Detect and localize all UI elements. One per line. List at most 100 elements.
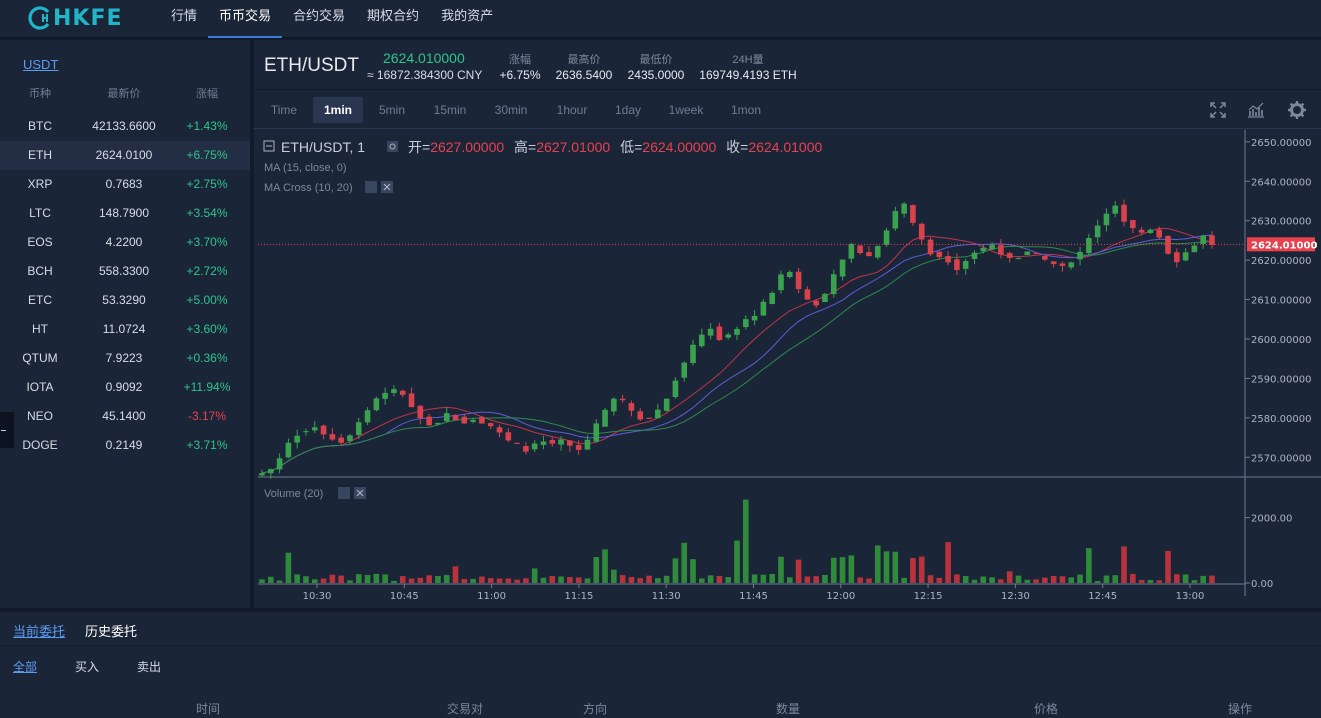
interval-toolbar: Time 1min 5min 15min 30min 1hour 1day 1w…	[254, 91, 1321, 129]
interval-15min[interactable]: 15min	[433, 103, 467, 117]
volume-bar	[443, 575, 450, 583]
interval-1mon[interactable]: 1mon	[730, 103, 762, 117]
volume-bar	[602, 549, 608, 583]
filter-sell[interactable]: 卖出	[137, 660, 162, 674]
legend-ma: MA (15, close, 0)	[264, 162, 347, 174]
volume-bar	[1147, 579, 1154, 583]
tab-current-orders[interactable]: 当前委托	[13, 624, 66, 639]
candle-body	[690, 344, 696, 364]
legend-close-label: 收=	[726, 139, 748, 155]
market-row-btc[interactable]: BTC 42133.6600 +1.43%	[0, 112, 250, 141]
filter-buy[interactable]: 买入	[75, 660, 100, 674]
interval-5min[interactable]: 5min	[378, 103, 405, 117]
interval-1hour[interactable]: 1hour	[556, 103, 588, 117]
market-row-eth[interactable]: ETH 2624.0100 +6.75%	[0, 141, 250, 170]
legend-open-label: 开=	[408, 139, 430, 155]
nav-item-futures[interactable]: 合约交易	[293, 8, 346, 23]
main-nav: 行情 币币交易 合约交易 期权合约 我的资产	[160, 0, 504, 38]
cny-price: ≈ 16872.384300 CNY	[367, 68, 483, 82]
interval-time[interactable]: Time	[270, 103, 298, 117]
volume-bar	[1024, 579, 1031, 583]
nav-item-options[interactable]: 期权合约	[367, 8, 420, 23]
volume-bar	[751, 574, 758, 583]
market-row-ltc[interactable]: LTC 148.7900 +3.54%	[0, 199, 250, 228]
hkfe-logo[interactable]: HKFE	[28, 5, 123, 31]
candle-body	[971, 252, 978, 259]
volume-settings-icon[interactable]	[338, 487, 350, 499]
price-tick-label: 2590.00000	[1251, 374, 1311, 385]
coin-change: +0.36%	[186, 351, 228, 365]
indicators-icon[interactable]	[1246, 100, 1266, 120]
market-row-ht[interactable]: HT 11.0724 +3.60%	[0, 315, 250, 344]
kline-chart[interactable]: 2650.00000 2640.00000 2630.00000 2620.00000…	[254, 130, 1321, 608]
candle-body	[1015, 258, 1022, 260]
market-row-etc[interactable]: ETC 53.3290 +5.00%	[0, 286, 250, 315]
fullscreen-icon[interactable]	[1208, 100, 1228, 120]
candle-body	[874, 246, 881, 258]
market-row-doge[interactable]: DOGE 0.2149 +3.71%	[0, 431, 250, 460]
candle-body	[663, 398, 670, 411]
ma-cross-settings-icon[interactable]	[365, 181, 377, 193]
volume-bar	[1130, 573, 1136, 583]
volume-bar	[1200, 575, 1207, 583]
filter-all[interactable]: 全部	[13, 660, 38, 674]
volume-bar	[628, 576, 635, 583]
candle-body	[443, 413, 450, 422]
coin-change: +3.60%	[186, 322, 228, 336]
volume-bar	[874, 545, 881, 583]
candle-body	[267, 469, 274, 474]
volume-bar	[1042, 577, 1048, 583]
volume-bar	[487, 578, 494, 583]
volume-bar	[989, 577, 995, 583]
candle-body	[1094, 225, 1101, 238]
legend-high: 2627.01000	[536, 139, 610, 155]
candle-body	[795, 271, 802, 290]
volume-bar	[470, 578, 476, 583]
volume-bar	[936, 577, 943, 583]
legend-collapse-icon[interactable]	[263, 140, 275, 152]
tab-order-history[interactable]: 历史委托	[85, 624, 138, 639]
volume-bar	[1059, 576, 1066, 583]
volume-bar	[927, 575, 934, 583]
volume-bar	[355, 574, 362, 583]
header-coin: 币种	[29, 88, 51, 100]
price-axis-ticks: 2650.00000 2640.00000 2630.00000 2620.00000…	[1245, 138, 1311, 464]
market-row-xrp[interactable]: XRP 0.7683 +2.75%	[0, 170, 250, 199]
candles	[259, 199, 1215, 479]
market-row-qtum[interactable]: QTUM 7.9223 +0.36%	[0, 344, 250, 373]
coin-symbol: EOS	[27, 235, 53, 249]
candle-body	[760, 301, 767, 316]
market-row-eos[interactable]: EOS 4.2200 +3.70%	[0, 228, 250, 257]
brand-name: HKFE	[53, 5, 123, 31]
market-row-bch[interactable]: BCH 558.3300 +2.72%	[0, 257, 250, 286]
legend-settings-icon[interactable]	[387, 141, 398, 152]
candle-body	[1077, 251, 1083, 260]
candle-body	[936, 251, 943, 258]
volume-bar	[1015, 575, 1022, 583]
volume-bar	[540, 577, 547, 583]
candle-body	[294, 435, 300, 443]
volume-bar	[945, 542, 951, 583]
interval-1day[interactable]: 1day	[614, 103, 642, 117]
nav-item-market[interactable]: 行情	[171, 8, 198, 23]
volume-bar	[839, 557, 846, 583]
interval-1week[interactable]: 1week	[668, 103, 704, 117]
interval-1min[interactable]: 1min	[313, 97, 363, 123]
market-row-iota[interactable]: IOTA 0.9092 +11.94%	[0, 373, 250, 402]
col-price: 价格	[1034, 702, 1059, 716]
time-axis-ticks: 10:30 10:45 11:00 11:15 11:30 11:45 12:00 12:15…	[303, 584, 1204, 602]
nav-item-spot[interactable]: 币币交易	[208, 0, 283, 38]
interval-30min[interactable]: 30min	[494, 103, 528, 117]
market-row-neo[interactable]: NEO 45.1400 -3.17%	[0, 402, 250, 431]
price-tick-label: 2620.00000	[1251, 256, 1311, 267]
nav-item-assets[interactable]: 我的资产	[441, 8, 494, 23]
price-tick-label: 2580.00000	[1251, 414, 1311, 425]
volume-bar	[778, 556, 784, 583]
settings-gear-icon[interactable]	[1287, 100, 1307, 120]
quote-tab-usdt[interactable]: USDT	[23, 57, 59, 72]
volume-bar	[259, 579, 265, 583]
volume-bar	[734, 540, 740, 583]
candle-body	[786, 272, 793, 277]
market-header: 币种 最新价 涨幅	[0, 85, 250, 109]
collapse-handle[interactable]	[0, 412, 14, 448]
